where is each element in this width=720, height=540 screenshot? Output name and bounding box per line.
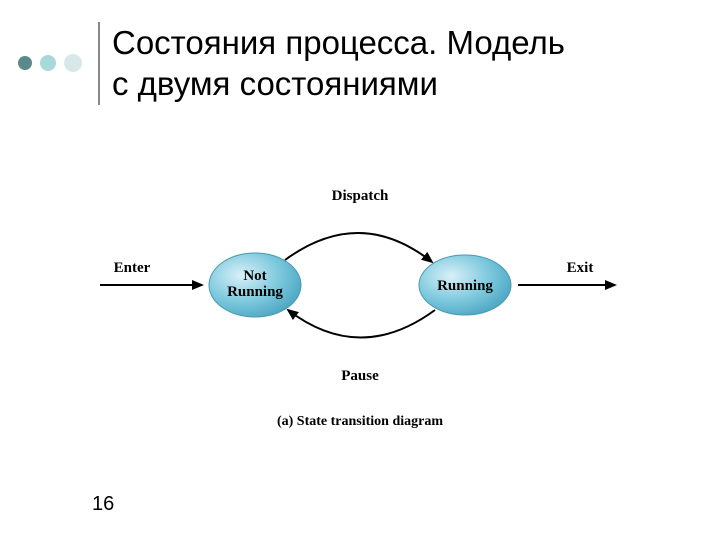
title-line-2: с двумя состояниями — [112, 63, 565, 104]
enter-label: Enter — [114, 260, 151, 276]
state-diagram: Enter Exit Dispatch Pause Not Running Ru… — [80, 160, 640, 440]
title-block: Состояния процесса. Модель с двумя состо… — [98, 22, 565, 105]
node-not-running-label1: Not — [243, 268, 266, 284]
header-bullet — [18, 56, 32, 70]
header-bullet — [64, 54, 82, 72]
node-running-label: Running — [437, 278, 493, 294]
header-bullet — [40, 55, 56, 71]
dispatch-label: Dispatch — [332, 188, 389, 204]
exit-label: Exit — [567, 260, 594, 276]
header-bullets — [18, 54, 82, 72]
diagram-caption: (a) State transition diagram — [277, 414, 443, 429]
diagram-svg: Enter Exit Dispatch Pause Not Running Ru… — [80, 160, 640, 440]
page-number: 16 — [92, 493, 114, 516]
pause-arrow — [288, 310, 435, 338]
slide-header: Состояния процесса. Модель с двумя состо… — [0, 22, 720, 105]
dispatch-arrow — [285, 233, 432, 262]
title-line-1: Состояния процесса. Модель — [112, 22, 565, 63]
pause-label: Pause — [341, 368, 379, 384]
node-not-running-label2: Running — [227, 284, 283, 300]
